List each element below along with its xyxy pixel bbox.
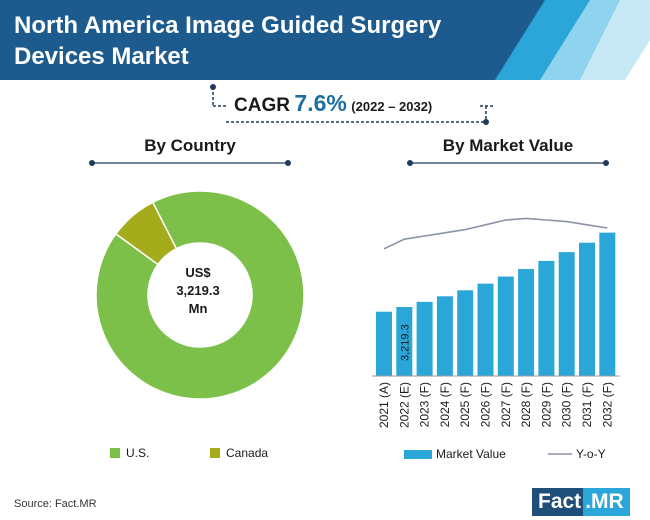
x-tick-label: 2021 (A)	[377, 382, 391, 428]
x-tick-label: 2026 (F)	[479, 382, 493, 427]
cagr-period: (2022 – 2032)	[351, 99, 433, 114]
bar-2029f	[538, 260, 555, 376]
bar-2030f	[558, 252, 575, 376]
bar-2032f	[599, 232, 616, 376]
x-tick-label: 2029 (F)	[539, 382, 553, 427]
logo-part-fact: Fact	[532, 488, 584, 516]
legend-label-canada: Canada	[226, 446, 269, 460]
cagr-callout: CAGR 7.6% (2022 – 2032)	[210, 84, 500, 128]
donut-center-label: US$ 3,219.3 Mn	[148, 264, 248, 318]
x-tick-label: 2024 (F)	[438, 382, 452, 427]
legend-label-us: U.S.	[126, 446, 150, 460]
x-tick-label: 2023 (F)	[418, 382, 432, 427]
cagr-value: 7.6%	[294, 90, 347, 116]
donut-slice-canada	[114, 201, 178, 266]
x-tick-label: 2027 (F)	[499, 382, 513, 427]
legend-label-yoy: Y-o-Y	[576, 447, 606, 461]
yoy-line	[383, 217, 608, 250]
data-label: 3,219.3	[399, 324, 411, 361]
x-tick-label: 2025 (F)	[458, 382, 472, 427]
header-banner: North America Image Guided Surgery Devic…	[0, 0, 650, 80]
bar-2025f	[457, 290, 474, 376]
banner-main-band	[0, 0, 570, 80]
x-tick-label: 2032 (F)	[600, 382, 614, 427]
bar-2026f	[477, 283, 494, 376]
x-tick-label: 2031 (F)	[580, 382, 594, 427]
bar-2022e	[396, 307, 413, 376]
cagr-text: CAGR 7.6% (2022 – 2032)	[234, 90, 432, 117]
bar-2021a	[376, 311, 392, 376]
by-market-value-rule	[407, 160, 609, 166]
market-value-chart: 2021 (A) 2022 (E) 2023 (F) 2024 (F) 2025 (F)…	[372, 217, 620, 461]
legend-swatch-market-value	[404, 450, 432, 459]
banner-shape	[0, 0, 650, 80]
x-tick-label: 2028 (F)	[519, 382, 533, 427]
page-title: North America Image Guided Surgery Devic…	[14, 12, 442, 70]
source-note: Source: Fact.MR	[14, 498, 97, 510]
legend-swatch-canada	[210, 448, 220, 458]
legend-swatch-us	[110, 448, 120, 458]
cagr-bracket	[210, 84, 494, 125]
banner-stripe-1	[495, 0, 600, 80]
legend-label-market-value: Market Value	[436, 447, 506, 461]
x-tick-label: 2022 (E)	[397, 382, 411, 428]
banner-stripe-3	[580, 0, 650, 80]
donut-center-value: 3,219.3	[176, 283, 220, 298]
bar-2027f	[497, 276, 514, 376]
donut-center-unit: Mn	[188, 301, 208, 316]
legend-item-canada: Canada	[210, 446, 268, 460]
donut-slice-us	[95, 190, 305, 400]
x-tick-label: 2030 (F)	[560, 382, 574, 427]
bar-2023f	[416, 301, 433, 376]
logo-part-mr: .MR	[583, 488, 630, 516]
bar-2031f	[579, 242, 595, 376]
country-donut-chart	[95, 190, 305, 400]
cagr-label: CAGR	[234, 95, 290, 116]
bar-2024f	[436, 296, 453, 376]
donut-center-currency: US$	[185, 265, 211, 280]
bar-2028f	[518, 269, 535, 376]
by-market-value-title: By Market Value	[442, 136, 574, 155]
by-country-title: By Country	[144, 136, 236, 155]
factmr-logo: Fact .MR	[532, 488, 630, 516]
by-country-rule	[89, 160, 291, 166]
legend-item-us: U.S.	[110, 446, 149, 460]
